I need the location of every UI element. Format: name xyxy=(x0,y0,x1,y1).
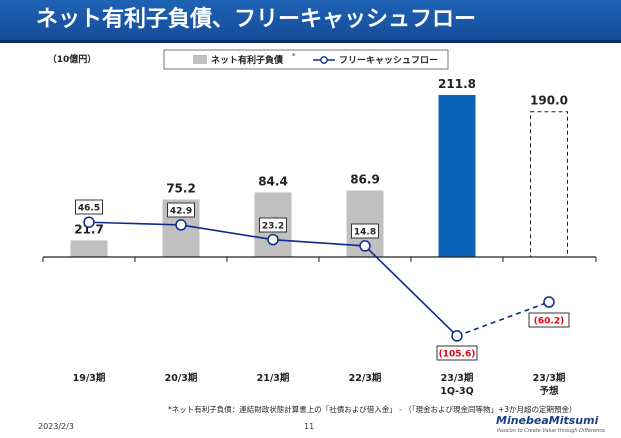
fcf-point-2 xyxy=(175,219,187,231)
company-tagline: Passion to Create Value through Differen… xyxy=(497,428,606,434)
unit-label: （10億円） xyxy=(48,53,97,65)
bar-5 xyxy=(438,95,476,258)
legend-box xyxy=(163,49,449,70)
fcf-value-label-5: (105.6) xyxy=(439,350,476,360)
fcf-value-box-2 xyxy=(167,202,195,218)
fcf-line-segment-3 xyxy=(272,238,366,247)
fcf-value-label-3: 23.2 xyxy=(262,222,284,232)
category-label-3: 21/3期 xyxy=(257,372,290,384)
fcf-value-label-1: 46.5 xyxy=(78,204,100,214)
legend-bar-asterisk: * xyxy=(292,52,296,60)
legend-bar-swatch xyxy=(193,55,207,64)
title-underline xyxy=(0,40,621,43)
slide-title: ネット有利子負債、フリーキャッシュフロー xyxy=(36,7,477,32)
fcf-value-box-5 xyxy=(436,345,478,361)
fcf-line-segment-5 xyxy=(456,301,550,337)
fcf-point-1 xyxy=(83,216,95,228)
bar-value-label-3: 84.4 xyxy=(258,174,288,188)
bar-1 xyxy=(70,240,108,257)
category-label-1: 19/3期 xyxy=(73,372,106,384)
category-label-6-line-1: 23/3期 xyxy=(533,372,566,384)
title-bar: ネット有利子負債、フリーキャッシュフロー xyxy=(0,0,621,40)
footnote: *ネット有利子負債：連結財政状態計算書上の「社債および借入金」 - （「現金およ… xyxy=(168,405,577,414)
bar-6 xyxy=(530,111,568,258)
category-label-2: 20/3期 xyxy=(165,372,198,384)
bar-value-label-4: 86.9 xyxy=(350,173,380,187)
fcf-value-label-6: (60.2) xyxy=(534,317,564,327)
fcf-value-label-2: 42.9 xyxy=(170,207,192,217)
bar-value-label-5: 211.8 xyxy=(438,77,476,91)
fcf-line-segment-2 xyxy=(180,224,274,241)
page-number: 11 xyxy=(304,422,315,431)
fcf-value-box-4 xyxy=(351,223,379,239)
category-label-4: 22/3期 xyxy=(349,372,382,384)
legend-bar-label: ネット有利子負債 xyxy=(211,54,283,66)
fcf-value-box-1 xyxy=(75,199,103,215)
bar-value-label-2: 75.2 xyxy=(166,181,196,195)
fcf-point-3 xyxy=(267,233,279,246)
legend-line-marker xyxy=(320,56,328,64)
bar-value-label-6: 190.0 xyxy=(530,94,568,108)
company-logo: MinebeaMitsumi xyxy=(496,414,599,427)
footer-date: 2023/2/3 xyxy=(38,422,74,431)
fcf-value-box-3 xyxy=(259,217,287,233)
fcf-value-label-4: 14.8 xyxy=(354,228,376,238)
fcf-value-box-6 xyxy=(528,312,570,328)
bar-value-label-1: 21.7 xyxy=(74,222,104,236)
fcf-line-segment-4 xyxy=(364,245,458,337)
category-label-5-line-1: 23/3期 xyxy=(441,372,474,384)
legend-line-label: フリーキャッシュフロー xyxy=(339,55,438,66)
fcf-point-4 xyxy=(359,240,371,252)
fcf-line-segment-1 xyxy=(88,221,182,226)
category-label-5-line-2: 1Q-3Q xyxy=(440,386,474,397)
fcf-point-5 xyxy=(451,330,463,342)
fcf-point-6 xyxy=(543,296,555,308)
category-label-6-line-2: 予想 xyxy=(539,385,559,397)
